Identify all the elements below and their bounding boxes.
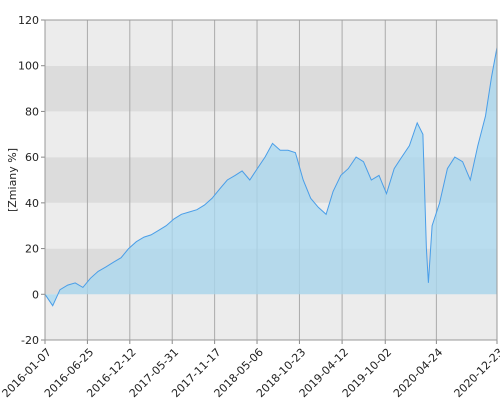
plot-band	[45, 20, 497, 66]
y-tick-label: 100	[18, 60, 39, 73]
x-tick-label: 2020-04-24	[391, 346, 445, 400]
y-tick-label: 60	[25, 151, 39, 164]
area-fill	[45, 47, 497, 306]
y-tick-label: 120	[18, 14, 39, 27]
x-tick-label: 2020-12-23	[452, 346, 500, 400]
y-tick-label: 0	[32, 288, 39, 301]
plot-frame	[44, 19, 498, 341]
y-axis-label: [Zmiany %]	[6, 148, 19, 212]
y-tick-label: -20	[21, 334, 39, 347]
y-tick-label: 20	[25, 243, 39, 256]
plot-band	[45, 294, 497, 340]
y-tick-label: 80	[25, 105, 39, 118]
plot-band	[45, 65, 497, 112]
line	[44, 47, 498, 307]
y-tick-label: 40	[25, 197, 39, 210]
